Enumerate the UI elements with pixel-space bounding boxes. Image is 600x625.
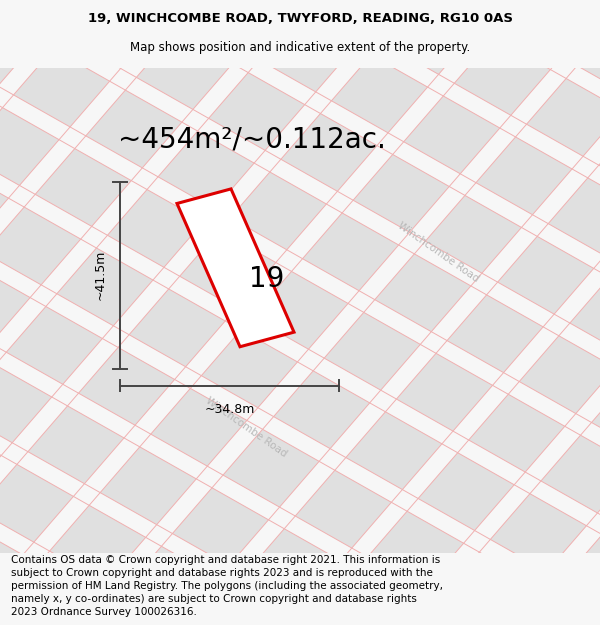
Polygon shape	[527, 79, 600, 156]
Polygon shape	[50, 506, 146, 583]
Polygon shape	[512, 593, 600, 625]
Polygon shape	[0, 365, 52, 442]
Polygon shape	[425, 196, 521, 273]
Polygon shape	[397, 353, 493, 431]
Polygon shape	[317, 570, 413, 625]
Polygon shape	[476, 137, 572, 215]
Text: ~454m²/~0.112ac.: ~454m²/~0.112ac.	[118, 126, 386, 154]
Polygon shape	[64, 0, 160, 69]
Polygon shape	[599, 119, 600, 197]
Polygon shape	[230, 172, 326, 250]
Polygon shape	[324, 312, 420, 390]
Text: ~34.8m: ~34.8m	[205, 402, 254, 416]
Polygon shape	[368, 511, 464, 589]
Polygon shape	[0, 8, 37, 86]
Polygon shape	[570, 278, 600, 355]
Polygon shape	[331, 55, 428, 133]
Text: Contains OS data © Crown copyright and database right 2021. This information is
: Contains OS data © Crown copyright and d…	[11, 554, 443, 618]
Polygon shape	[433, 0, 529, 16]
Polygon shape	[187, 0, 283, 51]
Polygon shape	[86, 90, 182, 168]
Polygon shape	[302, 213, 398, 291]
Polygon shape	[0, 166, 8, 244]
Polygon shape	[79, 348, 175, 425]
Polygon shape	[194, 588, 290, 625]
Polygon shape	[519, 336, 600, 414]
Text: 19: 19	[250, 265, 284, 292]
Polygon shape	[100, 447, 196, 524]
Polygon shape	[158, 131, 254, 209]
Polygon shape	[577, 20, 600, 98]
Text: Winchcombe Road: Winchcombe Road	[203, 395, 289, 459]
Polygon shape	[0, 0, 88, 28]
Polygon shape	[0, 424, 1, 501]
Polygon shape	[14, 49, 110, 127]
Polygon shape	[28, 406, 124, 484]
Polygon shape	[223, 429, 319, 507]
Polygon shape	[245, 529, 341, 606]
Polygon shape	[375, 254, 471, 332]
Polygon shape	[180, 231, 276, 308]
Polygon shape	[107, 189, 203, 268]
Polygon shape	[129, 289, 225, 367]
Polygon shape	[592, 377, 600, 454]
Polygon shape	[0, 207, 81, 285]
Polygon shape	[418, 452, 514, 531]
Polygon shape	[57, 248, 153, 326]
Polygon shape	[469, 394, 565, 472]
Polygon shape	[202, 330, 298, 408]
Polygon shape	[541, 435, 600, 513]
Polygon shape	[404, 96, 500, 174]
Polygon shape	[353, 154, 449, 232]
Polygon shape	[0, 523, 23, 601]
Polygon shape	[136, 32, 232, 109]
Polygon shape	[151, 388, 247, 466]
Polygon shape	[454, 38, 550, 115]
Polygon shape	[0, 564, 95, 625]
Polygon shape	[71, 605, 167, 625]
Polygon shape	[115, 0, 211, 10]
Text: Map shows position and indicative extent of the property.: Map shows position and indicative extent…	[130, 41, 470, 54]
Polygon shape	[0, 622, 44, 625]
Text: Winchcombe Road: Winchcombe Road	[395, 220, 481, 284]
Polygon shape	[382, 0, 478, 74]
Polygon shape	[389, 611, 485, 625]
Polygon shape	[209, 72, 305, 151]
Polygon shape	[0, 464, 73, 542]
Polygon shape	[172, 488, 269, 566]
Polygon shape	[252, 271, 348, 349]
Polygon shape	[548, 178, 600, 256]
Polygon shape	[505, 0, 600, 57]
Polygon shape	[259, 14, 355, 92]
Polygon shape	[35, 149, 131, 226]
Polygon shape	[122, 546, 218, 624]
Polygon shape	[346, 412, 442, 489]
Polygon shape	[0, 266, 30, 343]
Polygon shape	[281, 114, 377, 191]
Polygon shape	[295, 470, 391, 548]
Polygon shape	[310, 0, 406, 33]
Polygon shape	[274, 371, 370, 449]
Polygon shape	[177, 189, 294, 347]
Text: 19, WINCHCOMBE ROAD, TWYFORD, READING, RG10 0AS: 19, WINCHCOMBE ROAD, TWYFORD, READING, R…	[88, 12, 512, 25]
Text: ~41.5m: ~41.5m	[94, 250, 107, 300]
Polygon shape	[563, 534, 600, 612]
Polygon shape	[447, 295, 543, 372]
Polygon shape	[6, 306, 103, 384]
Polygon shape	[497, 236, 594, 314]
Polygon shape	[490, 494, 586, 571]
Polygon shape	[440, 552, 536, 625]
Polygon shape	[0, 107, 59, 186]
